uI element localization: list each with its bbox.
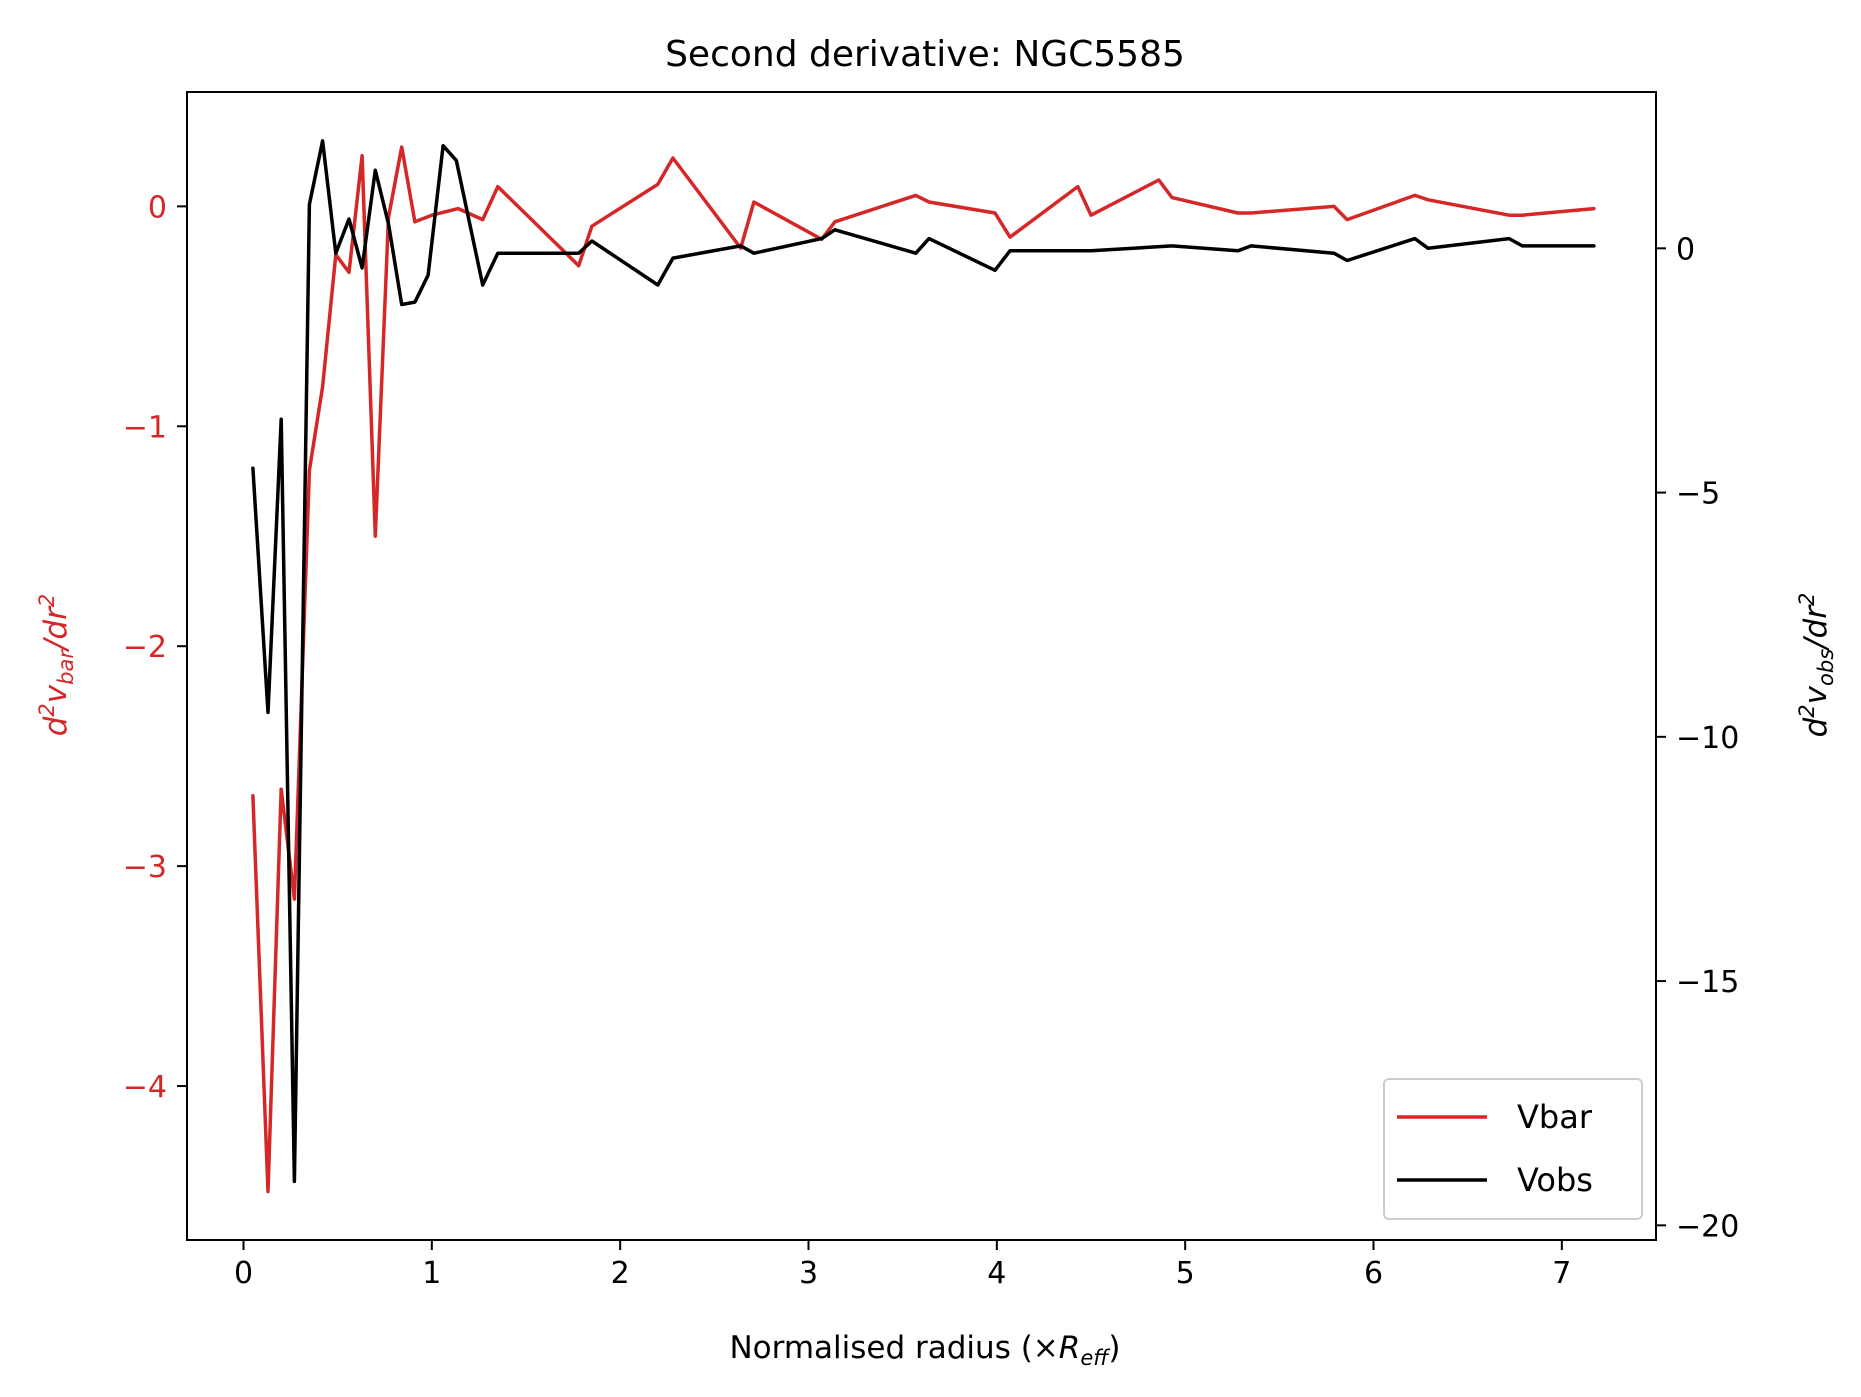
y-axis-label-right: d2vobs/dr2 [1795, 593, 1838, 738]
y-left-tick-label-4: −4 [123, 1070, 167, 1105]
legend-box [1383, 1078, 1643, 1220]
legend: Vbar Vobs [1383, 1078, 1643, 1220]
x-tick-label-3: 3 [799, 1256, 818, 1291]
x-tick-label-4: 4 [987, 1256, 1006, 1291]
x-tick-label-2: 2 [611, 1256, 630, 1291]
y-right-tick-label-4: −20 [1676, 1209, 1739, 1244]
y-right-tick-label-1: −5 [1676, 477, 1720, 512]
y-right-tick-label-2: −10 [1676, 721, 1739, 756]
plot-frame [186, 91, 1657, 1241]
legend-label-vobs: Vobs [1517, 1161, 1593, 1199]
x-tick-label-0: 0 [234, 1256, 253, 1291]
x-tick-label-6: 6 [1364, 1256, 1383, 1291]
series-layer [251, 139, 1596, 1194]
series-line-vbar [251, 145, 1596, 1194]
ticks-layer: 0 1 2 3 4 5 6 7 0 −1 −2 −3 −4 0 −5 −10 −15 −20 [123, 190, 1740, 1291]
chart-title: Second derivative: NGC5585 [665, 34, 1185, 75]
x-tick-label-1: 1 [422, 1256, 441, 1291]
series-line-vobs [251, 139, 1596, 1184]
x-tick-label-7: 7 [1552, 1256, 1571, 1291]
x-axis-label: Normalised radius (×Reff) [729, 1330, 1120, 1370]
y-left-tick-label-1: −1 [123, 410, 167, 445]
legend-label-vbar: Vbar [1517, 1098, 1593, 1136]
y-axis-label-left: d2vbar/dr2 [35, 594, 78, 737]
y-right-tick-label-0: 0 [1676, 232, 1695, 267]
y-right-tick-label-3: −15 [1676, 965, 1739, 1000]
y-left-tick-label-3: −3 [123, 850, 167, 885]
x-tick-label-5: 5 [1176, 1256, 1195, 1291]
y-left-tick-label-0: 0 [148, 190, 167, 225]
y-left-tick-label-2: −2 [123, 630, 167, 665]
